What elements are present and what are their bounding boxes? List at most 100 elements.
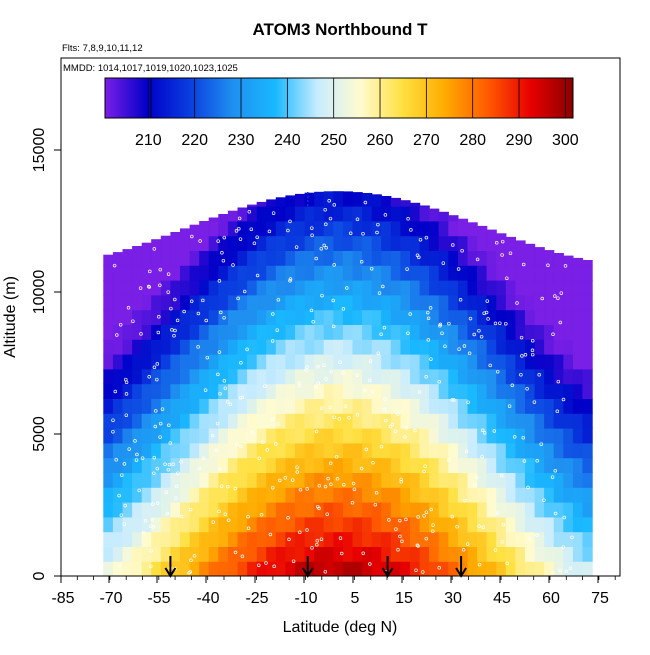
heatmap-cell (496, 428, 507, 444)
heatmap-cell (496, 265, 507, 281)
heatmap-cell (295, 220, 306, 237)
heatmap-cell (151, 487, 162, 503)
heatmap-cell (295, 516, 306, 533)
sample-point (522, 459, 527, 463)
heatmap-cell (227, 250, 239, 266)
sample-point (426, 316, 431, 321)
heatmap-cell (160, 398, 171, 414)
heatmap-cell (553, 546, 564, 562)
heatmap-cell (477, 413, 488, 429)
heatmap-cell (515, 368, 526, 385)
sample-point (421, 570, 425, 574)
heatmap-cell (410, 516, 421, 533)
sample-point (387, 518, 391, 522)
heatmap-cell (362, 516, 373, 533)
heatmap-cell (525, 442, 536, 459)
heatmap-cell (314, 280, 325, 296)
heatmap-cell (563, 531, 574, 547)
sample-point (367, 378, 372, 383)
heatmap-cell (486, 383, 497, 399)
sample-point (467, 351, 472, 356)
x-tick-label: -70 (99, 590, 122, 607)
heatmap-cell (553, 354, 564, 370)
heatmap-cell (352, 324, 363, 340)
heatmap-cell (237, 250, 248, 266)
heatmap-cell (410, 546, 421, 562)
heatmap-cell (112, 309, 124, 325)
sample-point (440, 331, 444, 335)
heatmap-cell (342, 235, 354, 251)
heatmap-cell (429, 398, 440, 414)
sample-point (295, 465, 299, 469)
heatmap-cell (505, 428, 516, 444)
sample-point (270, 417, 275, 422)
sample-point (370, 389, 375, 393)
heatmap-cell (256, 383, 267, 399)
heatmap-cell (141, 487, 152, 503)
heatmap-cell (429, 561, 440, 576)
sample-point (166, 467, 171, 472)
heatmap-cell (486, 398, 497, 414)
heatmap-cell (333, 250, 344, 266)
heatmap-cell (582, 561, 593, 576)
heatmap-cell (323, 250, 334, 266)
sample-point (457, 347, 461, 351)
heatmap-cell (122, 442, 133, 459)
heatmap-cell (208, 546, 219, 562)
heatmap-cell (141, 368, 152, 385)
sample-point (271, 312, 275, 316)
sample-point (500, 239, 505, 244)
heatmap-cell (429, 220, 440, 237)
heatmap-cell (295, 531, 306, 547)
heatmap-cell (275, 197, 286, 207)
heatmap-cell (189, 413, 200, 429)
heatmap-cell (534, 324, 545, 340)
heatmap-cell (352, 294, 363, 311)
heatmap-cell (371, 220, 382, 237)
heatmap-cell (342, 294, 354, 311)
heatmap-cell (266, 324, 277, 340)
heatmap-cell (122, 368, 133, 385)
heatmap-cell (132, 383, 143, 399)
heatmap-cell (218, 442, 229, 459)
heatmap-cell (122, 265, 133, 281)
heatmap-cell (256, 265, 267, 281)
heatmap-cell (151, 309, 162, 325)
sample-point (382, 407, 386, 411)
heatmap-cell (400, 546, 411, 562)
heatmap-cell (170, 457, 181, 473)
heatmap-cell (534, 398, 545, 414)
heatmap-cell (390, 546, 401, 562)
heatmap-cell (237, 531, 248, 547)
heatmap-cell (534, 428, 545, 444)
sample-point (335, 477, 340, 481)
sample-point (334, 455, 339, 459)
sample-point (479, 334, 484, 339)
heatmap-cell (141, 546, 152, 562)
heatmap-cell (563, 561, 574, 576)
heatmap-cell (419, 457, 430, 473)
heatmap-cell (314, 442, 325, 459)
heatmap-cell (371, 428, 382, 444)
heatmap-cell (141, 516, 152, 533)
heatmap-cell (438, 294, 449, 311)
heatmap-cell (266, 265, 277, 281)
sample-point (226, 518, 231, 522)
heatmap-cell (371, 265, 382, 281)
heatmap-cell (352, 383, 363, 399)
sample-point (216, 239, 220, 243)
heatmap-cell (496, 368, 507, 385)
heatmap-cell (295, 457, 306, 473)
heatmap-cell (342, 531, 354, 547)
heatmap-cell (390, 457, 401, 473)
sample-point (399, 480, 404, 484)
heatmap-cell (247, 206, 258, 222)
heatmap-cell (151, 561, 162, 576)
heatmap-cell (438, 211, 449, 222)
heatmap-cell (275, 250, 286, 266)
sample-point (221, 258, 226, 263)
heatmap-cell (304, 428, 315, 444)
heatmap-cell (572, 354, 584, 370)
heatmap-cell (438, 413, 449, 429)
heatmap-cell (477, 368, 488, 385)
